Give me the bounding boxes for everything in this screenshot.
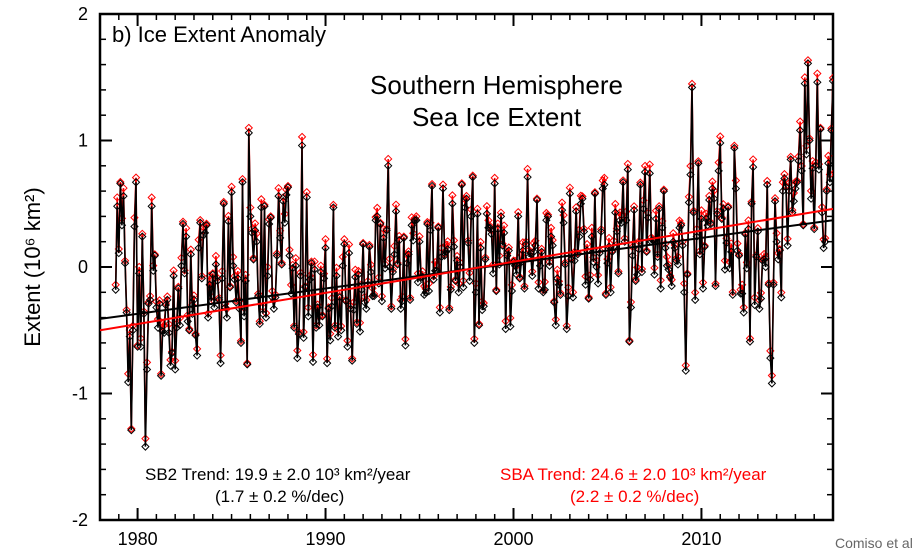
y-tick-label: 1 bbox=[78, 131, 88, 151]
chart-title-line1: Southern Hemisphere bbox=[370, 70, 623, 100]
sb2-trend-text2: (1.7 ± 0.2 %/dec) bbox=[215, 487, 344, 506]
sb2-series-marker bbox=[844, 234, 851, 241]
x-tick-label: 1980 bbox=[118, 529, 158, 549]
sb2-series-marker bbox=[836, 190, 843, 197]
chart-title-line2: Sea Ice Extent bbox=[412, 102, 582, 132]
sb2-series-marker bbox=[834, 129, 841, 136]
chart-container: 1980 1990 2000 2010 -2 -1 0 1 2 Extent (10⁶ km²) b… bbox=[0, 0, 912, 557]
sba-trend-line bbox=[100, 209, 833, 330]
sba-series-marker bbox=[844, 226, 851, 233]
y-axis-label: Extent (10⁶ km²) bbox=[20, 187, 45, 346]
sba-series-marker bbox=[834, 128, 841, 135]
sb2-series-marker bbox=[840, 295, 847, 302]
y-tick-label: -2 bbox=[72, 510, 88, 530]
sb2-series-marker bbox=[842, 247, 849, 254]
sba-series-marker bbox=[842, 240, 849, 247]
y-tick-label: -1 bbox=[72, 384, 88, 404]
attribution: Comiso et al., 2017 bbox=[835, 535, 912, 551]
x-tick-label: 2010 bbox=[681, 529, 721, 549]
x-tick-label: 1990 bbox=[306, 529, 346, 549]
sb2-trend-text1: SB2 Trend: 19.9 ± 2.0 10³ km²/year bbox=[145, 465, 411, 484]
sba-series-marker bbox=[837, 238, 844, 245]
sba-series-marker bbox=[840, 294, 847, 301]
y-tick-label: 2 bbox=[78, 4, 88, 24]
sba-trend-text2: (2.2 ± 0.2 %/dec) bbox=[570, 487, 699, 506]
sba-series-marker bbox=[836, 185, 843, 192]
sba-series-marker bbox=[839, 221, 846, 228]
chart-svg: 1980 1990 2000 2010 -2 -1 0 1 2 Extent (10⁶ km²) b… bbox=[0, 0, 912, 557]
sba-trend-text1: SBA Trend: 24.6 ± 2.0 10³ km²/year bbox=[500, 465, 767, 484]
panel-label: b) Ice Extent Anomaly bbox=[112, 22, 326, 47]
sb2-series-marker bbox=[837, 247, 844, 254]
x-tick-label: 2000 bbox=[493, 529, 533, 549]
sb2-series-marker bbox=[839, 226, 846, 233]
y-tick-label: 0 bbox=[78, 257, 88, 277]
